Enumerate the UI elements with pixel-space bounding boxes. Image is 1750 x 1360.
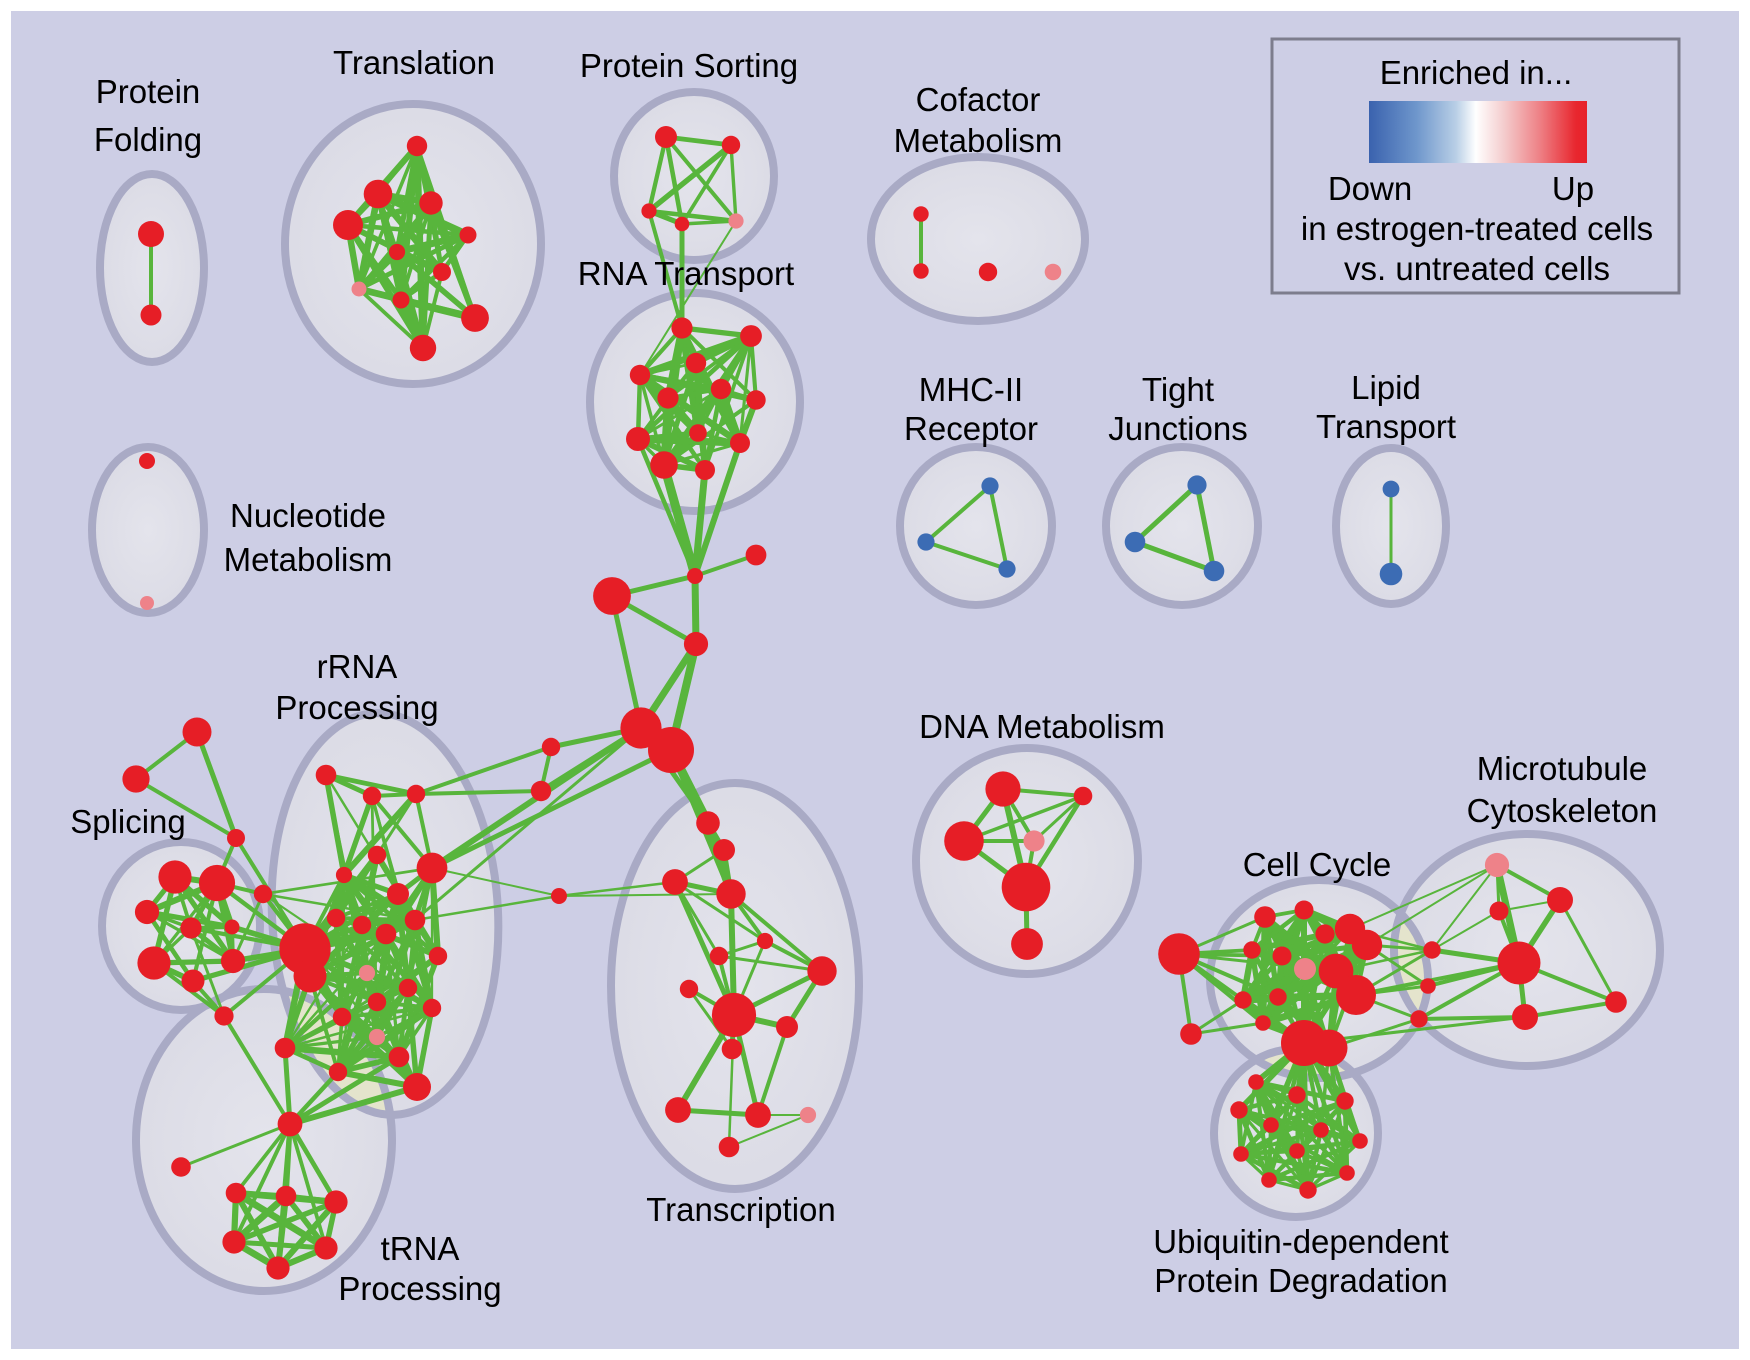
svg-text:Lipid: Lipid <box>1351 369 1421 406</box>
svg-text:DNA Metabolism: DNA Metabolism <box>919 708 1165 745</box>
svg-text:Nucleotide: Nucleotide <box>230 497 386 534</box>
svg-text:Processing: Processing <box>338 1270 501 1307</box>
svg-text:Transport: Transport <box>1316 408 1456 445</box>
svg-text:MHC-II: MHC-II <box>919 371 1023 408</box>
svg-text:Metabolism: Metabolism <box>894 122 1063 159</box>
svg-text:rRNA: rRNA <box>317 648 398 685</box>
svg-text:Receptor: Receptor <box>904 410 1038 447</box>
svg-text:Protein Degradation: Protein Degradation <box>1154 1262 1448 1299</box>
svg-text:Tight: Tight <box>1142 371 1214 408</box>
svg-text:Cytoskeleton: Cytoskeleton <box>1467 792 1658 829</box>
svg-text:Folding: Folding <box>94 121 202 158</box>
svg-text:Transcription: Transcription <box>646 1191 836 1228</box>
svg-text:Splicing: Splicing <box>70 803 186 840</box>
svg-text:Cofactor: Cofactor <box>916 81 1041 118</box>
svg-text:tRNA: tRNA <box>381 1230 460 1267</box>
svg-text:in estrogen-treated cells: in estrogen-treated cells <box>1301 210 1653 247</box>
svg-text:Ubiquitin-dependent: Ubiquitin-dependent <box>1153 1223 1448 1260</box>
svg-text:Cell Cycle: Cell Cycle <box>1243 846 1392 883</box>
svg-text:Processing: Processing <box>275 689 438 726</box>
svg-text:Translation: Translation <box>333 44 495 81</box>
svg-text:Metabolism: Metabolism <box>224 541 393 578</box>
svg-text:RNA Transport: RNA Transport <box>578 255 794 292</box>
svg-text:Protein: Protein <box>96 73 201 110</box>
svg-text:Down: Down <box>1328 170 1412 207</box>
svg-text:Junctions: Junctions <box>1108 410 1247 447</box>
svg-text:Up: Up <box>1552 170 1594 207</box>
svg-text:Protein Sorting: Protein Sorting <box>580 47 798 84</box>
svg-text:Enriched in...: Enriched in... <box>1380 54 1573 91</box>
svg-text:vs. untreated cells: vs. untreated cells <box>1344 250 1610 287</box>
svg-text:Microtubule: Microtubule <box>1477 750 1648 787</box>
